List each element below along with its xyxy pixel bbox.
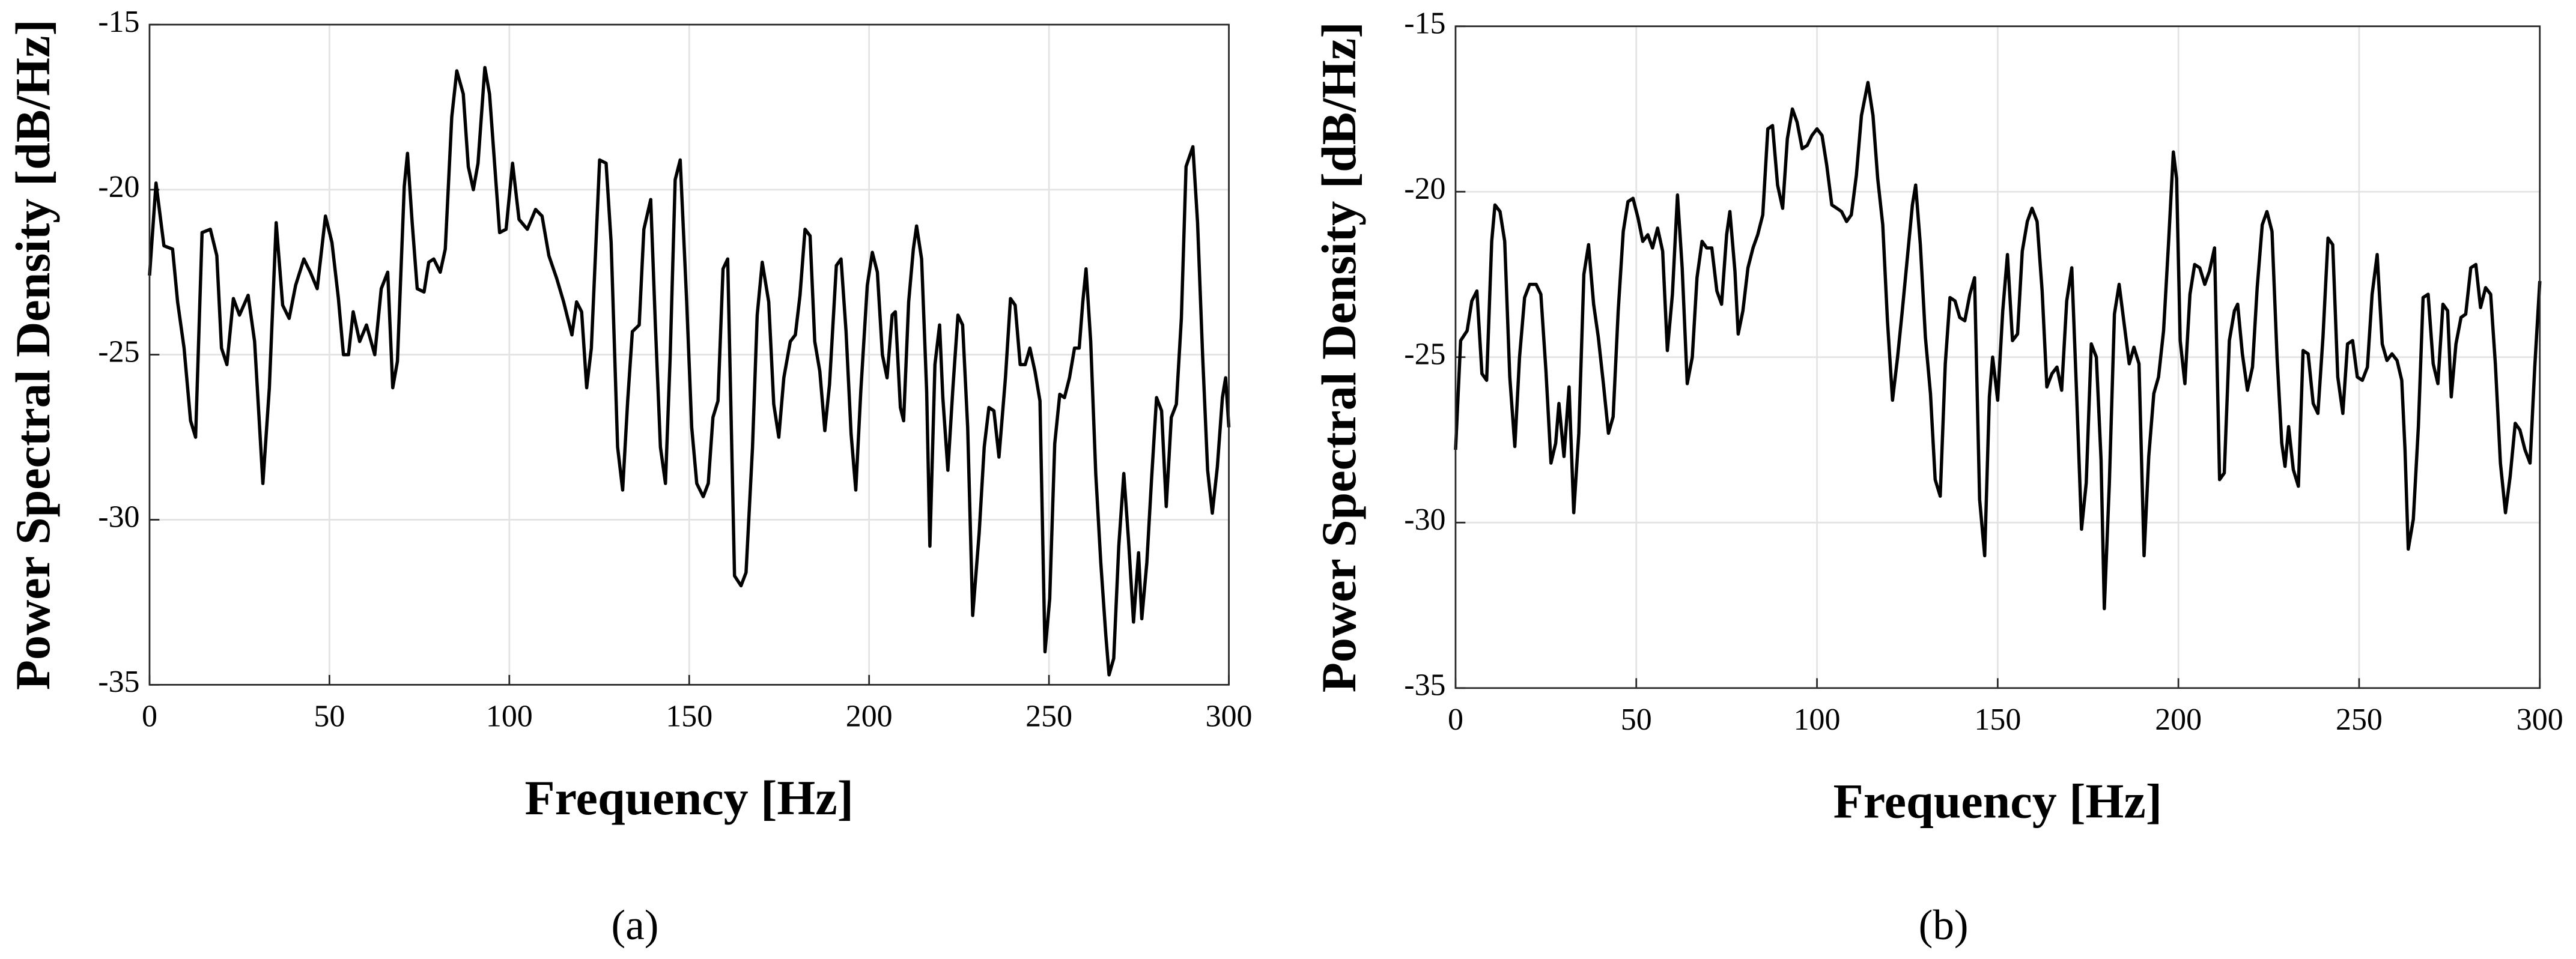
x-tick-label: 0	[1448, 703, 1463, 737]
y-tick-label: -25	[98, 335, 139, 369]
x-tick-label: 0	[142, 700, 157, 734]
y-tick-label: -30	[98, 500, 139, 534]
y-axis-label: Power Spectral Density [dB/Hz]	[1311, 22, 1366, 692]
y-tick-label: -20	[1404, 172, 1445, 206]
y-tick-label: -30	[1404, 503, 1445, 537]
chart-panel: 0 50 100 150 200 250 300 -35 -30 -25 -20 -15 Frequen…	[1311, 7, 2563, 949]
y-tick-label: -20	[98, 170, 139, 204]
panel-caption: (b)	[1919, 902, 1969, 949]
chart-panel: 0 50 100 150 200 250 300 -35 -30 -25 -20 -15 Frequen…	[5, 5, 1253, 949]
x-tick-label: 100	[486, 700, 533, 734]
x-tick-label: 250	[1025, 700, 1072, 734]
y-axis-label: Power Spectral Density [dB/Hz]	[5, 19, 60, 690]
x-tick-label: 50	[314, 700, 345, 734]
x-tick-label: 300	[2517, 703, 2563, 737]
x-tick-label: 50	[1621, 703, 1652, 737]
psd-line	[148, 65, 1231, 677]
x-tick-label: 300	[1206, 700, 1253, 734]
x-tick-label: 200	[846, 700, 893, 734]
x-tick-label: 150	[666, 700, 712, 734]
plot-frame	[1454, 25, 2541, 689]
y-tick-label: -35	[1404, 668, 1445, 703]
y-tick-label: -15	[1404, 7, 1445, 41]
y-tick-label: -15	[98, 5, 139, 39]
panel-caption: (a)	[612, 902, 659, 949]
x-tick-label: 250	[2336, 703, 2383, 737]
y-tick-label: -35	[98, 665, 139, 699]
x-tick-label: 100	[1794, 703, 1841, 737]
psd-line	[1454, 80, 2542, 611]
plot-frame	[148, 23, 1230, 686]
x-tick-label: 150	[1974, 703, 2021, 737]
x-axis-label: Frequency [Hz]	[1833, 774, 2162, 829]
x-tick-label: 200	[2155, 703, 2202, 737]
y-tick-label: -25	[1404, 337, 1445, 372]
x-axis-label: Frequency [Hz]	[525, 770, 854, 825]
